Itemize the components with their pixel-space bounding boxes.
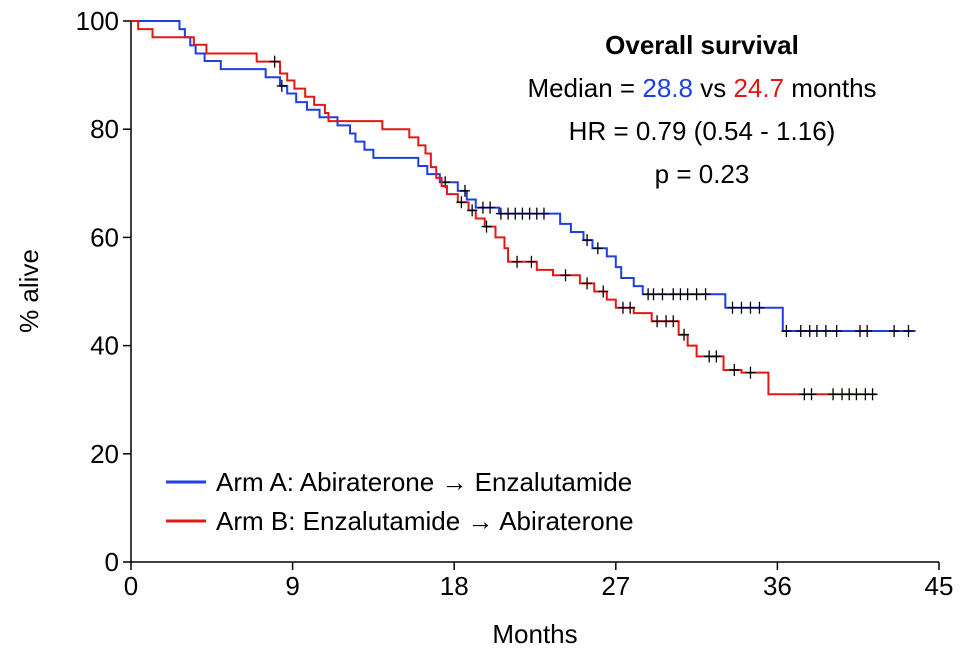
censor-mark bbox=[592, 242, 603, 255]
x-tick-label: 45 bbox=[925, 571, 954, 601]
censor-mark bbox=[269, 55, 280, 68]
censor-mark bbox=[582, 277, 593, 290]
censor-mark bbox=[625, 301, 636, 314]
censor-mark bbox=[668, 315, 679, 328]
censor-mark bbox=[582, 234, 593, 247]
censor-mark bbox=[682, 288, 693, 301]
censor-mark bbox=[828, 388, 839, 401]
legend-label: Arm A: Abiraterone → Enzalutamide bbox=[216, 467, 632, 497]
y-tick-label: 20 bbox=[90, 439, 119, 469]
median-separator: vs bbox=[700, 73, 726, 103]
y-tick-label: 60 bbox=[90, 222, 119, 252]
censor-mark bbox=[903, 324, 914, 337]
x-tick-label: 9 bbox=[285, 571, 299, 601]
x-tick-label: 36 bbox=[763, 571, 792, 601]
x-tick-label: 18 bbox=[440, 571, 469, 601]
censor-mark bbox=[459, 184, 470, 197]
censor-mark bbox=[867, 388, 878, 401]
censor-mark bbox=[711, 350, 722, 363]
censor-mark bbox=[831, 324, 842, 337]
censor-mark bbox=[538, 207, 549, 220]
annotation-hr: HR = 0.79 (0.54 - 1.16) bbox=[569, 116, 836, 146]
censor-mark bbox=[648, 288, 659, 301]
censor-mark bbox=[652, 315, 663, 328]
censor-mark bbox=[276, 79, 287, 92]
censor-mark bbox=[485, 201, 496, 214]
censor-mark bbox=[736, 301, 747, 314]
censor-mark bbox=[851, 388, 862, 401]
y-tick-label: 40 bbox=[90, 331, 119, 361]
y-tick-label: 100 bbox=[76, 6, 119, 36]
censor-mark bbox=[889, 324, 900, 337]
annotation: Overall survival Median = 28.8 vs 24.7 m… bbox=[527, 30, 876, 189]
censor-mark bbox=[467, 204, 478, 217]
survival-curve bbox=[131, 20, 916, 332]
censor-mark bbox=[806, 388, 817, 401]
censor-mark bbox=[820, 324, 831, 337]
censor-mark bbox=[679, 328, 690, 341]
censor-mark bbox=[727, 301, 738, 314]
annotation-p: p = 0.23 bbox=[655, 159, 750, 189]
y-tick-label: 80 bbox=[90, 114, 119, 144]
median-prefix: Median = bbox=[527, 73, 635, 103]
censor-mark bbox=[657, 288, 668, 301]
legend-label: Arm B: Enzalutamide → Abiraterone bbox=[216, 506, 634, 536]
censor-mark bbox=[781, 324, 792, 337]
median-unit: months bbox=[791, 73, 876, 103]
censor-mark bbox=[560, 269, 571, 282]
median-a: 28.8 bbox=[642, 73, 693, 103]
censor-mark bbox=[795, 324, 806, 337]
censor-mark bbox=[691, 288, 702, 301]
censor-mark bbox=[700, 288, 711, 301]
survival-curve bbox=[131, 20, 877, 396]
censor-mark bbox=[481, 220, 492, 233]
censor-mark bbox=[512, 255, 523, 268]
censor-mark bbox=[526, 255, 537, 268]
y-tick-label: 0 bbox=[105, 547, 119, 577]
censor-mark bbox=[456, 196, 467, 209]
censor-mark bbox=[754, 301, 765, 314]
censor-mark bbox=[729, 363, 740, 376]
median-b: 24.7 bbox=[733, 73, 784, 103]
annotation-median: Median = 28.8 vs 24.7 months bbox=[527, 73, 876, 103]
censor-mark bbox=[745, 301, 756, 314]
x-axis-label: Months bbox=[492, 619, 577, 649]
censor-mark bbox=[862, 324, 873, 337]
censor-mark bbox=[811, 324, 822, 337]
x-tick-label: 0 bbox=[124, 571, 138, 601]
censor-mark bbox=[745, 366, 756, 379]
y-axis-label: % alive bbox=[14, 249, 44, 333]
annotation-title: Overall survival bbox=[605, 30, 799, 60]
censor-mark bbox=[598, 285, 609, 298]
x-tick-label: 27 bbox=[601, 571, 630, 601]
